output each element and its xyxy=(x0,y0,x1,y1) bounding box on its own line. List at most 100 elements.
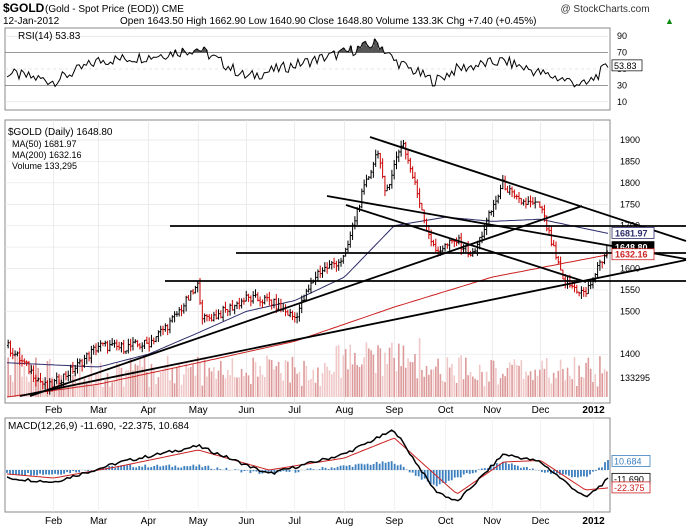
volume-bar xyxy=(171,368,174,397)
macd-line xyxy=(6,429,609,502)
macd-histogram-bar xyxy=(592,470,594,472)
macd-histogram-bar xyxy=(321,467,324,470)
volume-bar xyxy=(455,382,458,397)
macd-histogram-bar xyxy=(489,464,492,470)
volume-bar xyxy=(122,386,125,397)
volume-bar xyxy=(337,345,340,397)
volume-bar xyxy=(340,377,342,397)
volume-bar xyxy=(92,385,95,397)
volume-bar xyxy=(432,369,435,397)
x-axis-labels: Feb Mar Apr May Jun Jul Aug Sep Oct Nov Dec 2012 xyxy=(45,405,605,416)
macd-histogram-bar xyxy=(60,470,62,475)
legend-ma50: MA(50) 1681.97 xyxy=(12,139,77,149)
macd-histogram-bar xyxy=(577,470,579,478)
volume-bar xyxy=(67,385,70,397)
credit-text[interactable]: @ StockCharts.com xyxy=(560,4,649,15)
macd-histogram-bar xyxy=(306,468,309,470)
volume-bar xyxy=(437,358,439,397)
volume-bar xyxy=(196,356,199,397)
macd-histogram-bar xyxy=(393,463,396,470)
x-axis-label: Jun xyxy=(238,405,254,416)
volume-bar xyxy=(393,357,395,397)
volume-bar xyxy=(226,369,229,397)
volume-bar xyxy=(575,385,578,397)
x-axis-label: Dec xyxy=(532,516,550,527)
price-tick-label: 1850 xyxy=(620,156,640,166)
price-panel: $GOLD (Daily) 1648.80 MA(50) 1681.97 MA(… xyxy=(4,119,687,404)
volume-bar xyxy=(254,362,257,397)
volume-bar xyxy=(18,357,21,397)
volume-bar xyxy=(361,364,363,397)
macd-histogram-bar xyxy=(87,470,90,472)
volume-bar xyxy=(157,377,160,397)
volume-bar xyxy=(527,375,530,397)
macd-histogram-bar xyxy=(42,470,44,475)
volume-bar xyxy=(347,369,349,397)
macd-histogram-bar xyxy=(24,470,26,476)
volume-bar xyxy=(85,381,88,397)
macd-histogram-bar xyxy=(282,470,285,472)
volume-bar xyxy=(250,383,252,397)
volume-bar xyxy=(363,357,365,397)
volume-bar xyxy=(495,368,497,397)
macd-histogram-bar xyxy=(586,470,588,477)
macd-histogram-bar xyxy=(453,470,456,478)
volume-bar xyxy=(358,367,361,397)
volume-bar xyxy=(543,368,546,397)
macd-histogram-bar xyxy=(601,467,603,470)
macd-histogram-bar xyxy=(198,464,201,470)
volume-bar xyxy=(238,377,241,397)
volume-bar xyxy=(354,352,356,397)
volume-bar xyxy=(178,363,181,397)
volume-bar xyxy=(118,363,120,397)
volume-bar xyxy=(386,364,389,397)
volume-bar xyxy=(550,383,553,397)
macd-histogram-bar xyxy=(384,462,387,470)
volume-bar xyxy=(159,372,162,397)
macd-label: MACD(12,26,9) -11.690, -22.375, 10.684 xyxy=(8,421,189,432)
trendline xyxy=(345,204,587,283)
macd-histogram-bar xyxy=(510,463,513,470)
volume-bar xyxy=(183,374,185,397)
volume-bar xyxy=(564,380,567,397)
macd-histogram-bar xyxy=(174,465,177,470)
volume-bar xyxy=(83,378,86,397)
x-axis-label: Dec xyxy=(532,405,550,416)
x-axis-label: 2012 xyxy=(582,405,605,416)
symbol-description: (Gold - Spot Price (EOD)) CME xyxy=(45,4,184,15)
macd-histogram-bar xyxy=(357,463,360,470)
volume-bar xyxy=(284,359,287,397)
macd-histogram-bar xyxy=(201,467,204,470)
macd-histogram-bar xyxy=(390,461,393,470)
rsi-label: RSI(14) 53.83 xyxy=(18,31,81,42)
volume-bar xyxy=(476,380,479,397)
volume-bar xyxy=(203,359,206,397)
macd-histogram-bar xyxy=(580,470,582,477)
macd-histogram-bar xyxy=(120,465,123,470)
macd-histogram-bar xyxy=(342,465,345,470)
macd-histogram-bar xyxy=(48,470,50,475)
volume-bar xyxy=(606,371,608,397)
volume-bar xyxy=(592,381,594,397)
volume-bar xyxy=(578,365,580,397)
volume-bar xyxy=(247,375,250,397)
x-axis-label: Oct xyxy=(438,405,454,416)
volume-bar xyxy=(65,382,67,397)
macd-histogram-bar xyxy=(30,470,32,476)
volume-bar xyxy=(356,364,358,397)
volume-value-label: 133295 xyxy=(620,373,650,383)
volume-bar xyxy=(97,374,100,397)
macd-histogram-bar xyxy=(150,467,153,470)
volume-bar xyxy=(580,376,583,397)
volume-bar xyxy=(467,375,469,397)
volume-bar xyxy=(446,357,449,397)
macd-histogram-bar xyxy=(504,462,507,470)
price-tick-label: 1700 xyxy=(620,221,640,231)
rsi-tick-label: 90 xyxy=(617,31,627,41)
volume-bar xyxy=(458,357,460,397)
volume-bar xyxy=(194,375,197,397)
volume-bar xyxy=(236,377,238,397)
macd-histogram-bar xyxy=(348,465,351,470)
macd-histogram-bar xyxy=(117,466,120,470)
volume-bar xyxy=(404,367,407,397)
